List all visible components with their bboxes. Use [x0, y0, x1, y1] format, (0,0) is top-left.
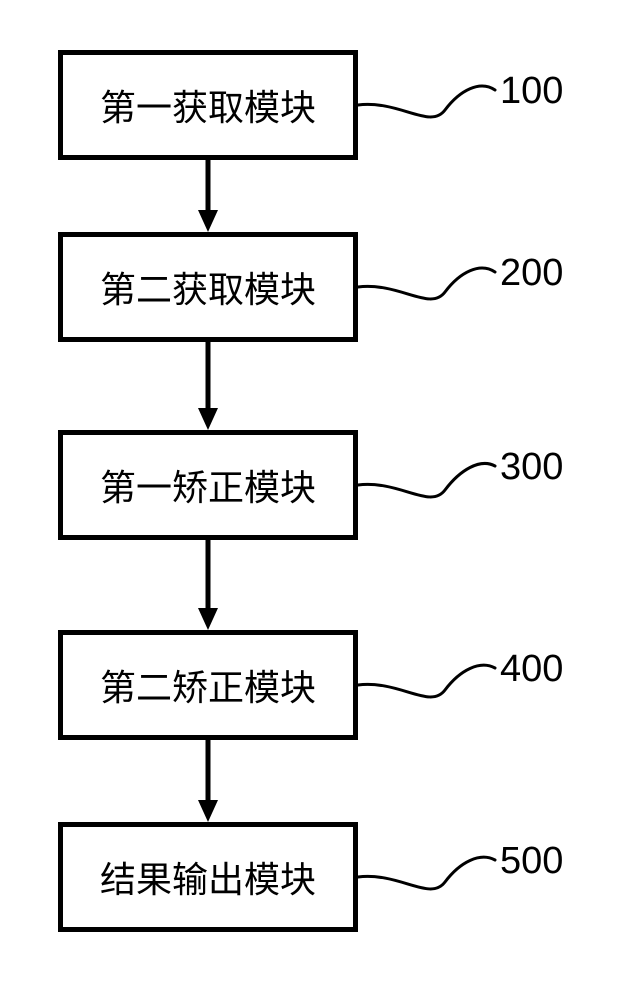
- label-400: 400: [500, 648, 563, 691]
- node-400-text: 第二矫正模块: [100, 659, 316, 711]
- node-100: 第一获取模块: [58, 50, 358, 160]
- node-400: 第二矫正模块: [58, 630, 358, 740]
- node-500: 结果输出模块: [58, 822, 358, 932]
- label-100-text: 100: [500, 70, 563, 112]
- node-300: 第一矫正模块: [58, 430, 358, 540]
- flowchart-canvas: 第一获取模块 第二获取模块 第一矫正模块 第二矫正模块 结果输出模块 100 2…: [0, 0, 622, 1000]
- label-300: 300: [500, 446, 563, 489]
- label-200: 200: [500, 252, 563, 295]
- node-300-text: 第一矫正模块: [100, 459, 316, 511]
- label-400-text: 400: [500, 648, 563, 690]
- label-300-text: 300: [500, 446, 563, 488]
- label-500: 500: [500, 840, 563, 883]
- label-200-text: 200: [500, 252, 563, 294]
- node-100-text: 第一获取模块: [100, 79, 316, 131]
- label-100: 100: [500, 70, 563, 113]
- node-500-text: 结果输出模块: [100, 851, 316, 903]
- label-500-text: 500: [500, 840, 563, 882]
- node-200: 第二获取模块: [58, 232, 358, 342]
- node-200-text: 第二获取模块: [100, 261, 316, 313]
